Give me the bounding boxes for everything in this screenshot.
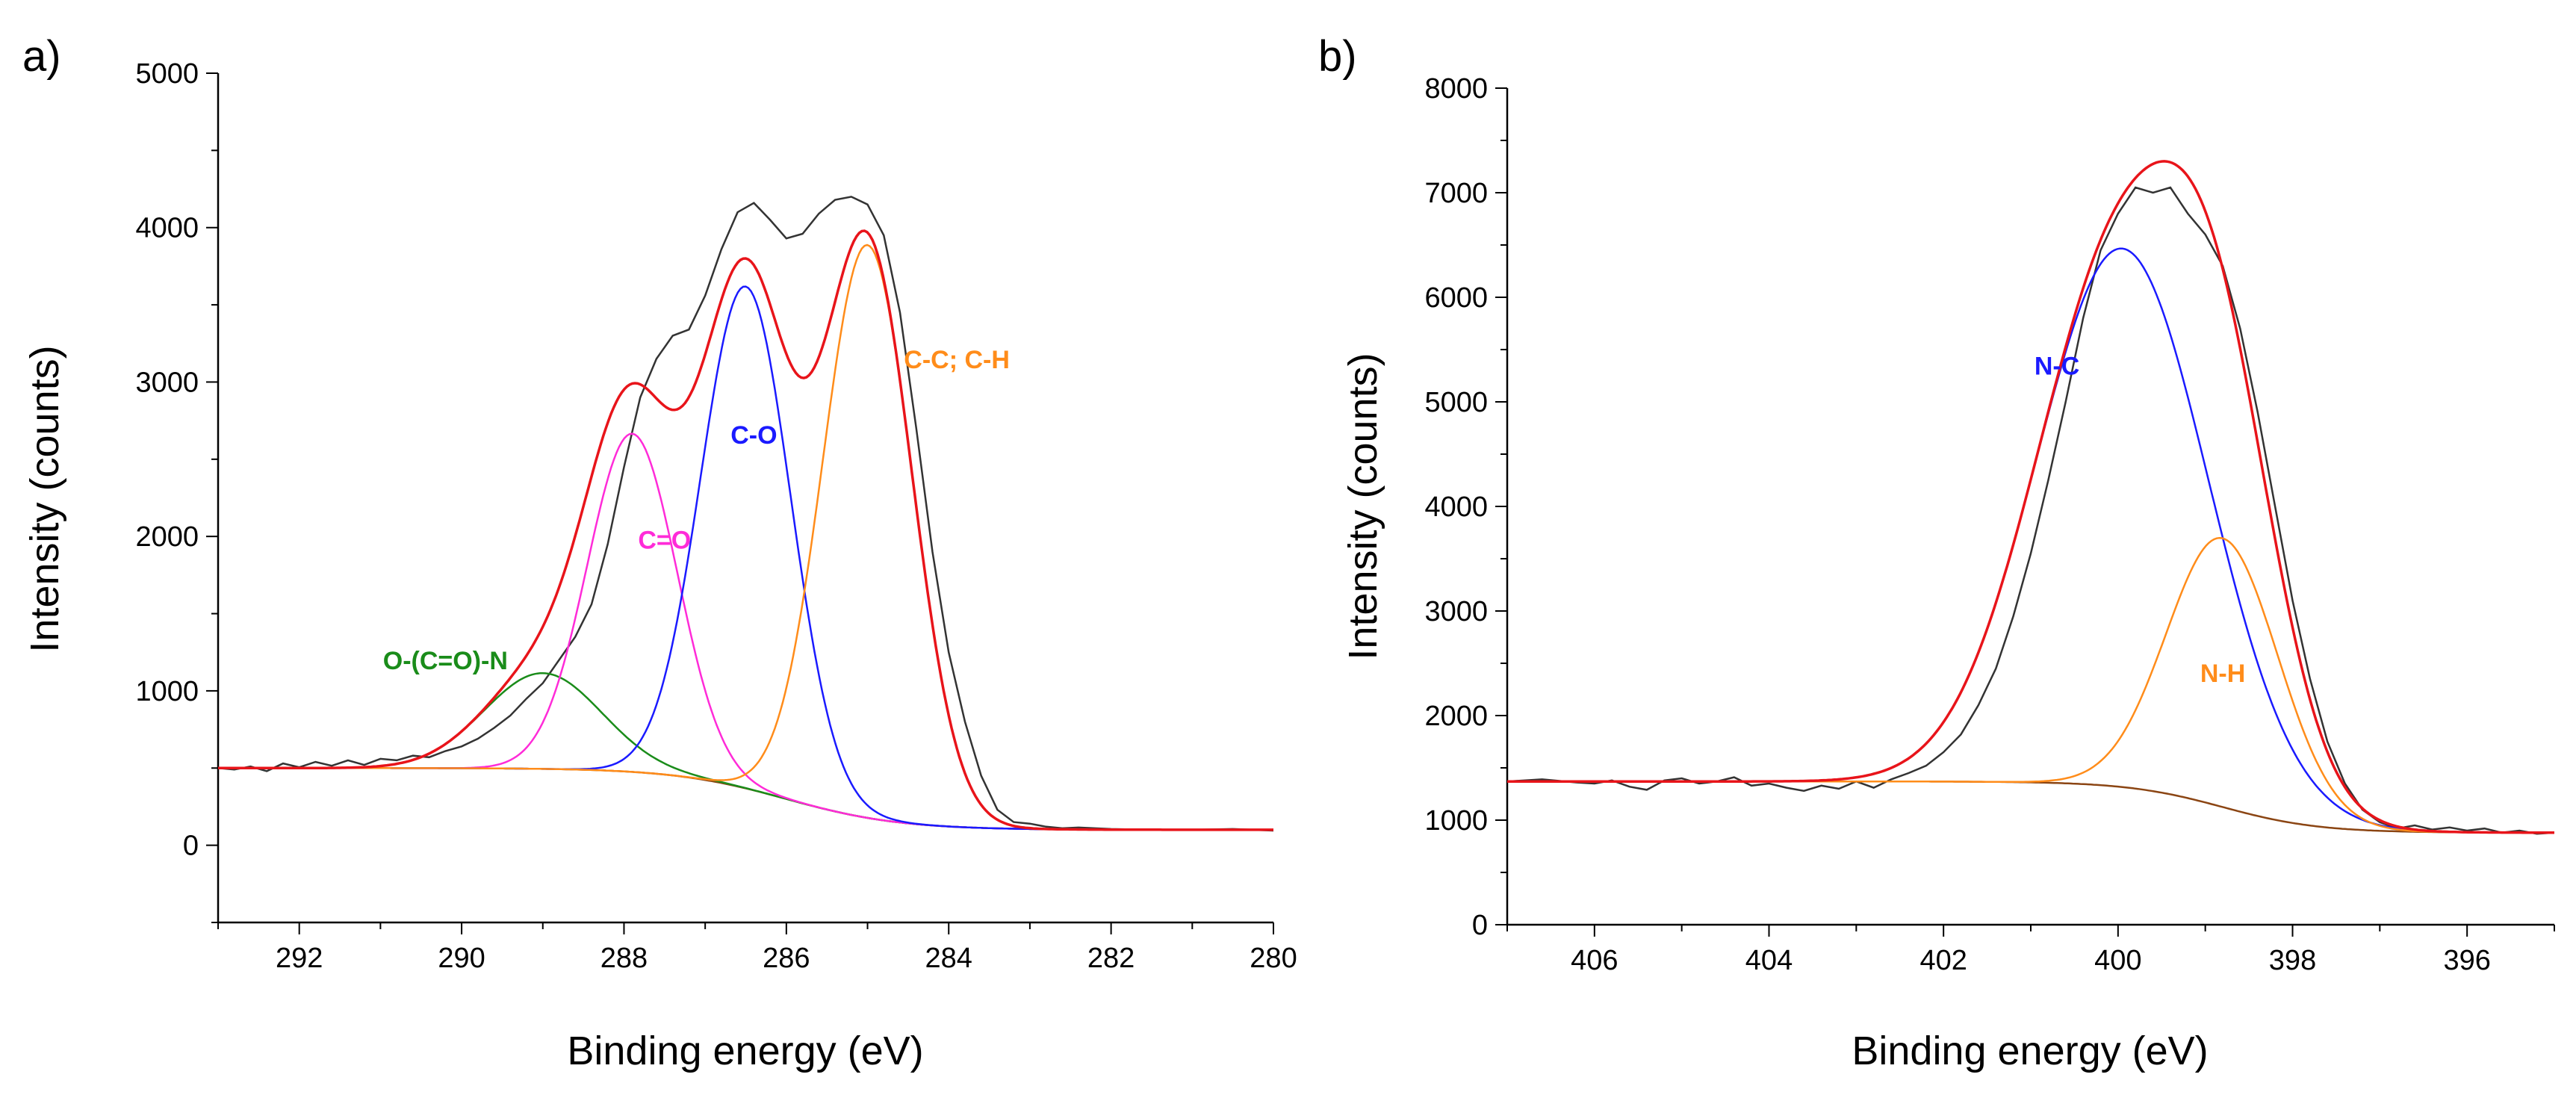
- y-tick-label: 8000: [1424, 73, 1488, 105]
- series-background: [218, 767, 1273, 831]
- y-tick-label: 2000: [1424, 701, 1488, 732]
- y-tick-label: 4000: [135, 213, 199, 244]
- y-tick-label: 5000: [1424, 387, 1488, 418]
- series-raw-data: [218, 196, 1273, 832]
- x-tick-label: 402: [1919, 945, 1967, 976]
- x-tick-label: 400: [2094, 945, 2141, 976]
- peak-annotation: O-(C=O)-N: [383, 647, 508, 675]
- x-tick-label: 398: [2269, 945, 2316, 976]
- x-tick-label: 280: [1250, 943, 1297, 974]
- series-component-3: [218, 244, 1273, 831]
- series-component-2: [218, 285, 1273, 831]
- y-tick-label: 0: [183, 831, 199, 862]
- series-fit-envelope: [218, 229, 1273, 831]
- x-tick-label: 288: [600, 943, 648, 974]
- x-axis-title: Binding energy (eV): [567, 1029, 923, 1073]
- y-tick-label: 3000: [135, 367, 199, 398]
- x-tick-label: 286: [763, 943, 810, 974]
- y-tick-label: 0: [1472, 910, 1488, 941]
- y-axis-title: Intensity (counts): [22, 345, 67, 652]
- peak-annotation: N-C: [2035, 353, 2079, 381]
- series-component-1: [218, 432, 1273, 831]
- chart-panel-b: b) 0 1000 2000 3000 4000 5000 6000 7000 8000 406 40…: [1318, 32, 2555, 1073]
- peak-annotation: C=O: [638, 527, 691, 555]
- y-tick-label: 2000: [135, 521, 199, 553]
- x-tick-label: 404: [1745, 945, 1793, 976]
- y-tick-label: 7000: [1424, 178, 1488, 209]
- x-tick-label: 290: [438, 943, 485, 974]
- x-axis-title: Binding energy (eV): [1852, 1029, 2208, 1073]
- series-component-1: [1507, 536, 2554, 834]
- y-tick-label: 5000: [135, 58, 199, 90]
- series-component-0: [1507, 247, 2554, 834]
- series-raw-data: [1507, 186, 2554, 835]
- y-axis-title: Intensity (counts): [1341, 353, 1385, 660]
- x-tick-label: 292: [276, 943, 323, 974]
- plot-area: [218, 196, 1273, 832]
- x-tick-label: 282: [1087, 943, 1135, 974]
- peak-annotation: N-H: [2200, 660, 2245, 688]
- series-fit-envelope: [1507, 160, 2554, 834]
- y-tick-label: 1000: [1424, 805, 1488, 837]
- plot-area: [1507, 160, 2554, 835]
- panel-label: a): [22, 32, 61, 81]
- chart-panel-a: a) 0 1000 2000 3000 4000 5000 292 290 288 286 284 28…: [22, 32, 1297, 1073]
- x-tick-label: 284: [925, 943, 972, 974]
- peak-annotation: C-O: [730, 421, 777, 450]
- y-tick-label: 3000: [1424, 596, 1488, 627]
- panel-label: b): [1318, 32, 1357, 81]
- peak-annotation: C-C; C-H: [904, 346, 1010, 374]
- y-tick-label: 6000: [1424, 282, 1488, 314]
- y-tick-label: 4000: [1424, 491, 1488, 523]
- x-tick-label: 396: [2443, 945, 2490, 976]
- x-tick-label: 406: [1571, 945, 1618, 976]
- series-component-0: [218, 671, 1273, 831]
- series-background: [1507, 780, 2554, 834]
- y-tick-label: 1000: [135, 676, 199, 707]
